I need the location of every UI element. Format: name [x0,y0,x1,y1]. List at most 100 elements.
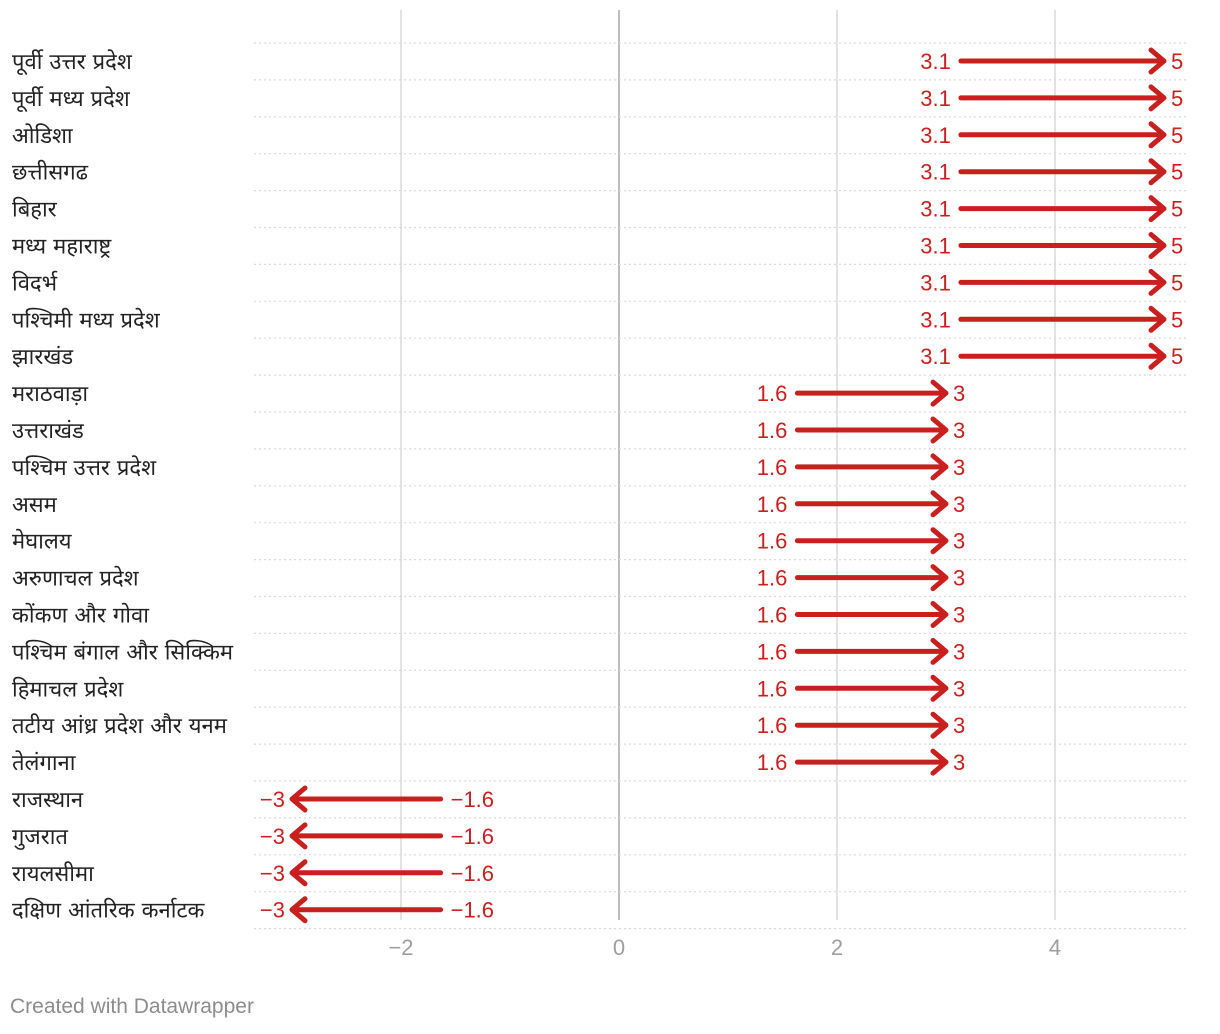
start-value-label: 1.6 [757,639,788,664]
category-label: पश्चिमी मध्य प्रदेश [12,307,161,333]
end-value-label: 5 [1171,86,1183,111]
category-label: हिमाचल प्रदेश [12,676,124,702]
start-value-label: 1.6 [757,492,788,517]
category-label: पूर्वी उत्तर प्रदेश [12,49,133,76]
category-label: मराठवाड़ा [12,382,88,407]
category-label: तटीय आंध्र प्रदेश और यनम [12,713,228,739]
arrow-head [1148,268,1167,296]
end-value-label: 3 [953,492,965,517]
start-value-label: 3.1 [920,234,951,259]
category-label: पूर्वी मध्य प्रदेश [12,86,131,113]
start-value-label: 1.6 [757,529,788,554]
category-label: रायलसीमा [12,861,94,887]
category-label: पश्चिम उत्तर प्रदेश [12,455,157,481]
category-label: मध्य महाराष्ट्र [12,235,112,260]
arrow-row: 3.1 5 [920,84,1183,112]
start-value-label: 3.1 [920,197,951,222]
arrow-row: 3.1 5 [920,232,1183,259]
arrow-head [289,785,308,813]
arrow-head [930,601,949,628]
end-value-label: 5 [1171,344,1183,369]
category-label: गुजरात [12,825,68,850]
end-value-label: 3 [953,529,965,554]
end-value-label: 5 [1171,270,1183,295]
category-label: ओडिशा [12,123,73,149]
arrow-row: −1.6 −3 [260,822,494,850]
category-label: मेघालय [12,529,73,555]
end-value-label: 3 [953,676,965,701]
arrow-head [930,674,949,702]
start-value-label: 1.6 [757,381,788,406]
arrow-head [1148,342,1167,370]
arrow-row: 3.1 5 [920,268,1183,296]
start-value-label: 3.1 [920,49,951,74]
arrow-head [930,416,949,444]
start-value-label: 1.6 [757,418,788,443]
arrow-row: 3.1 5 [920,158,1183,186]
arrow-head [930,637,949,665]
arrow-row: 3.1 5 [920,342,1183,370]
end-value-label: 3 [953,639,965,664]
x-axis-tick-labels: −2 0 2 4 [388,935,1061,960]
end-value-label: 5 [1171,234,1183,259]
category-label: बिहार [12,197,58,223]
start-value-label: 1.6 [757,455,788,480]
end-value-label: 3 [953,603,965,628]
end-value-label: 3 [953,381,965,406]
category-label: कोंकण और गोवा [12,603,149,629]
arrow-row: −1.6 −3 [260,859,494,887]
arrow-row: 1.6 3 [757,711,965,739]
start-value-label: 1.6 [757,603,788,628]
arrow-row: 1.6 3 [757,637,965,665]
start-value-label: 3.1 [920,307,951,332]
footer-credit: Created with Datawrapper [10,995,254,1018]
category-label: राजस्थान [12,788,84,813]
arrow-row: 1.6 3 [757,748,965,776]
start-value-label: 1.6 [757,676,788,701]
row-lines [254,42,1188,930]
arrow-row: 1.6 3 [757,674,965,702]
x-tick-label: 0 [613,935,625,960]
arrow-head [930,564,949,592]
arrow-row: 3.1 5 [920,47,1183,75]
arrow-head [1148,158,1167,186]
end-value-label: 5 [1171,49,1183,74]
arrow-row: 1.6 3 [757,564,965,592]
category-label: पश्चिम बंगाल और सिक्किम [12,639,234,665]
arrow-head [1148,84,1167,112]
arrow-head [1148,195,1167,223]
end-value-label: −3 [260,824,285,849]
category-label: दक्षिण आंतरिक कर्नाटक [12,898,206,924]
arrow-head [289,859,308,887]
arrow-head [930,748,949,776]
arrow-row: 3.1 5 [920,195,1183,223]
arrow-row: 1.6 3 [757,416,965,444]
start-value-label: −1.6 [451,824,494,849]
category-label: तेलंगाना [12,750,76,776]
start-value-label: 3.1 [920,123,951,148]
arrow-head [930,379,949,407]
arrow-row: −1.6 −3 [260,896,494,924]
end-value-label: −3 [260,861,285,886]
arrow-head [1148,232,1167,259]
x-tick-label: 4 [1049,935,1061,960]
end-value-label: 3 [953,418,965,443]
arrow-head [1148,121,1167,149]
category-label: उत्तराखंड [12,419,84,444]
category-labels: पूर्वी उत्तर प्रदेश पूर्वी मध्य प्रदेश ओडि… [12,49,234,924]
end-value-label: 3 [953,713,965,738]
arrows: 3.1 53.1 53.1 53.1 53.1 53.1 53.1 53.1 53.1 51.6 3… [260,47,1183,924]
end-value-label: −3 [260,787,285,812]
end-value-label: 5 [1171,160,1183,185]
arrow-row: −1.6 −3 [260,785,494,813]
end-value-label: 3 [953,455,965,480]
end-value-label: 3 [953,566,965,591]
start-value-label: 3.1 [920,86,951,111]
arrow-row: 1.6 3 [757,453,965,481]
arrow-head [930,527,949,555]
category-label: अरुणाचल प्रदेश [12,566,140,592]
x-tick-label: 2 [831,935,843,960]
start-value-label: 1.6 [757,566,788,591]
arrow-head [289,896,308,924]
start-value-label: 3.1 [920,270,951,295]
